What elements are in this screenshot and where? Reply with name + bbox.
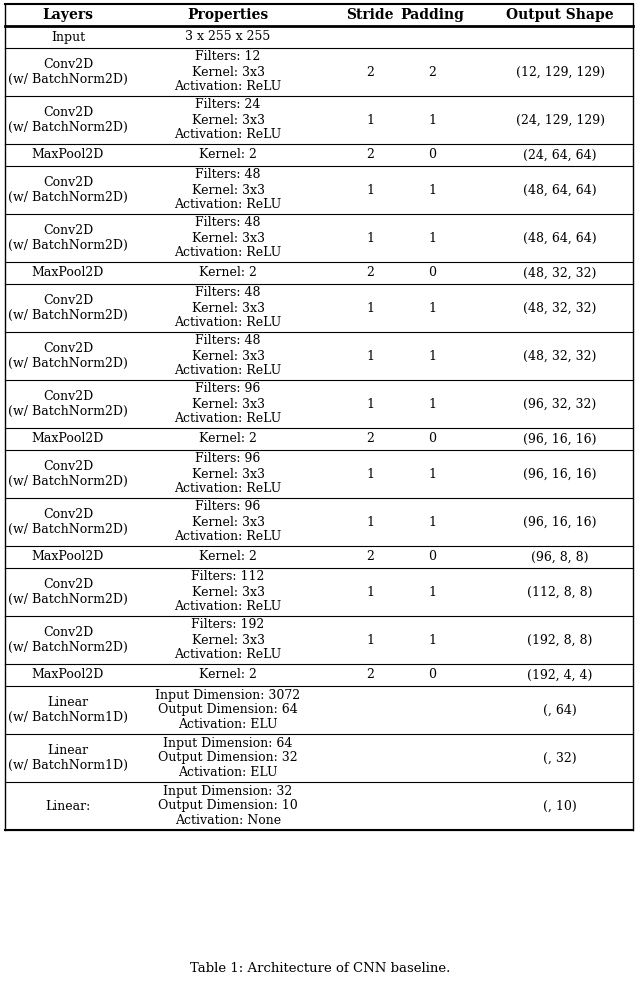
Text: (48, 32, 32): (48, 32, 32) bbox=[524, 302, 596, 314]
Text: 1: 1 bbox=[428, 184, 436, 196]
Text: (, 32): (, 32) bbox=[543, 752, 577, 764]
Text: Kernel: 2: Kernel: 2 bbox=[199, 148, 257, 161]
Text: Filters: 48
Kernel: 3x3
Activation: ReLU: Filters: 48 Kernel: 3x3 Activation: ReLU bbox=[174, 286, 282, 330]
Text: Output Shape: Output Shape bbox=[506, 8, 614, 22]
Text: (48, 32, 32): (48, 32, 32) bbox=[524, 266, 596, 279]
Text: (96, 8, 8): (96, 8, 8) bbox=[531, 550, 589, 564]
Text: (24, 129, 129): (24, 129, 129) bbox=[515, 113, 605, 126]
Text: 1: 1 bbox=[366, 302, 374, 314]
Text: Input Dimension: 3072
Output Dimension: 64
Activation: ELU: Input Dimension: 3072 Output Dimension: … bbox=[156, 688, 301, 732]
Text: Conv2D
(w/ BatchNorm2D): Conv2D (w/ BatchNorm2D) bbox=[8, 626, 128, 654]
Text: 1: 1 bbox=[428, 468, 436, 481]
Text: Filters: 192
Kernel: 3x3
Activation: ReLU: Filters: 192 Kernel: 3x3 Activation: ReL… bbox=[174, 618, 282, 662]
Text: 0: 0 bbox=[428, 432, 436, 446]
Text: (48, 64, 64): (48, 64, 64) bbox=[523, 232, 597, 244]
Text: Input Dimension: 32
Output Dimension: 10
Activation: None: Input Dimension: 32 Output Dimension: 10… bbox=[158, 784, 298, 828]
Text: MaxPool2D: MaxPool2D bbox=[32, 668, 104, 682]
Text: Linear:: Linear: bbox=[45, 800, 91, 812]
Text: 0: 0 bbox=[428, 668, 436, 682]
Text: Conv2D
(w/ BatchNorm2D): Conv2D (w/ BatchNorm2D) bbox=[8, 342, 128, 370]
Text: (24, 64, 64): (24, 64, 64) bbox=[524, 148, 596, 161]
Text: 1: 1 bbox=[428, 585, 436, 598]
Text: Filters: 96
Kernel: 3x3
Activation: ReLU: Filters: 96 Kernel: 3x3 Activation: ReLU bbox=[174, 500, 282, 544]
Text: (48, 64, 64): (48, 64, 64) bbox=[523, 184, 597, 196]
Text: Filters: 48
Kernel: 3x3
Activation: ReLU: Filters: 48 Kernel: 3x3 Activation: ReLU bbox=[174, 168, 282, 212]
Text: MaxPool2D: MaxPool2D bbox=[32, 432, 104, 446]
Text: 2: 2 bbox=[366, 550, 374, 564]
Text: 1: 1 bbox=[428, 302, 436, 314]
Text: 2: 2 bbox=[366, 266, 374, 279]
Text: 2: 2 bbox=[366, 668, 374, 682]
Text: Linear
(w/ BatchNorm1D): Linear (w/ BatchNorm1D) bbox=[8, 744, 128, 772]
Text: 1: 1 bbox=[428, 350, 436, 362]
Text: Filters: 48
Kernel: 3x3
Activation: ReLU: Filters: 48 Kernel: 3x3 Activation: ReLU bbox=[174, 334, 282, 377]
Text: 1: 1 bbox=[366, 585, 374, 598]
Text: Filters: 96
Kernel: 3x3
Activation: ReLU: Filters: 96 Kernel: 3x3 Activation: ReLU bbox=[174, 382, 282, 426]
Text: 1: 1 bbox=[428, 397, 436, 410]
Text: Table 1: Architecture of CNN baseline.: Table 1: Architecture of CNN baseline. bbox=[190, 962, 450, 974]
Text: Stride: Stride bbox=[346, 8, 394, 22]
Text: 1: 1 bbox=[428, 634, 436, 647]
Text: Properties: Properties bbox=[188, 8, 269, 22]
Text: (96, 16, 16): (96, 16, 16) bbox=[524, 432, 596, 446]
Text: 0: 0 bbox=[428, 148, 436, 161]
Text: 1: 1 bbox=[366, 468, 374, 481]
Text: 2: 2 bbox=[428, 66, 436, 79]
Text: (96, 16, 16): (96, 16, 16) bbox=[524, 468, 596, 481]
Text: 1: 1 bbox=[366, 350, 374, 362]
Text: Kernel: 2: Kernel: 2 bbox=[199, 550, 257, 564]
Text: 1: 1 bbox=[366, 516, 374, 528]
Text: Conv2D
(w/ BatchNorm2D): Conv2D (w/ BatchNorm2D) bbox=[8, 224, 128, 252]
Text: Kernel: 2: Kernel: 2 bbox=[199, 266, 257, 279]
Text: Filters: 96
Kernel: 3x3
Activation: ReLU: Filters: 96 Kernel: 3x3 Activation: ReLU bbox=[174, 452, 282, 495]
Text: (, 64): (, 64) bbox=[543, 704, 577, 716]
Text: Conv2D
(w/ BatchNorm2D): Conv2D (w/ BatchNorm2D) bbox=[8, 294, 128, 322]
Text: MaxPool2D: MaxPool2D bbox=[32, 148, 104, 161]
Text: Conv2D
(w/ BatchNorm2D): Conv2D (w/ BatchNorm2D) bbox=[8, 106, 128, 134]
Text: Conv2D
(w/ BatchNorm2D): Conv2D (w/ BatchNorm2D) bbox=[8, 460, 128, 488]
Text: 1: 1 bbox=[366, 184, 374, 196]
Text: MaxPool2D: MaxPool2D bbox=[32, 550, 104, 564]
Text: 1: 1 bbox=[428, 516, 436, 528]
Text: Linear
(w/ BatchNorm1D): Linear (w/ BatchNorm1D) bbox=[8, 696, 128, 724]
Text: (96, 32, 32): (96, 32, 32) bbox=[524, 397, 596, 410]
Text: MaxPool2D: MaxPool2D bbox=[32, 266, 104, 279]
Text: Layers: Layers bbox=[42, 8, 93, 22]
Text: 1: 1 bbox=[428, 113, 436, 126]
Text: Kernel: 2: Kernel: 2 bbox=[199, 668, 257, 682]
Text: Conv2D
(w/ BatchNorm2D): Conv2D (w/ BatchNorm2D) bbox=[8, 578, 128, 606]
Text: Input Dimension: 64
Output Dimension: 32
Activation: ELU: Input Dimension: 64 Output Dimension: 32… bbox=[158, 736, 298, 780]
Text: Filters: 24
Kernel: 3x3
Activation: ReLU: Filters: 24 Kernel: 3x3 Activation: ReLU bbox=[174, 99, 282, 141]
Text: Filters: 112
Kernel: 3x3
Activation: ReLU: Filters: 112 Kernel: 3x3 Activation: ReL… bbox=[174, 570, 282, 613]
Text: 0: 0 bbox=[428, 266, 436, 279]
Text: (112, 8, 8): (112, 8, 8) bbox=[527, 585, 593, 598]
Text: Input: Input bbox=[51, 30, 85, 43]
Text: Filters: 48
Kernel: 3x3
Activation: ReLU: Filters: 48 Kernel: 3x3 Activation: ReLU bbox=[174, 217, 282, 259]
Text: (96, 16, 16): (96, 16, 16) bbox=[524, 516, 596, 528]
Text: 2: 2 bbox=[366, 66, 374, 79]
Text: 1: 1 bbox=[428, 232, 436, 244]
Text: (192, 8, 8): (192, 8, 8) bbox=[527, 634, 593, 647]
Text: Padding: Padding bbox=[400, 8, 464, 22]
Text: 1: 1 bbox=[366, 397, 374, 410]
Text: 0: 0 bbox=[428, 550, 436, 564]
Text: 2: 2 bbox=[366, 432, 374, 446]
Text: 3 x 255 x 255: 3 x 255 x 255 bbox=[186, 30, 271, 43]
Text: Kernel: 2: Kernel: 2 bbox=[199, 432, 257, 446]
Text: (192, 4, 4): (192, 4, 4) bbox=[527, 668, 593, 682]
Text: Conv2D
(w/ BatchNorm2D): Conv2D (w/ BatchNorm2D) bbox=[8, 58, 128, 86]
Text: 1: 1 bbox=[366, 634, 374, 647]
Text: 1: 1 bbox=[366, 113, 374, 126]
Text: Conv2D
(w/ BatchNorm2D): Conv2D (w/ BatchNorm2D) bbox=[8, 508, 128, 536]
Text: (, 10): (, 10) bbox=[543, 800, 577, 812]
Text: (12, 129, 129): (12, 129, 129) bbox=[515, 66, 605, 79]
Text: 2: 2 bbox=[366, 148, 374, 161]
Text: (48, 32, 32): (48, 32, 32) bbox=[524, 350, 596, 362]
Text: Filters: 12
Kernel: 3x3
Activation: ReLU: Filters: 12 Kernel: 3x3 Activation: ReLU bbox=[174, 50, 282, 94]
Text: 1: 1 bbox=[366, 232, 374, 244]
Text: Conv2D
(w/ BatchNorm2D): Conv2D (w/ BatchNorm2D) bbox=[8, 390, 128, 418]
Text: Conv2D
(w/ BatchNorm2D): Conv2D (w/ BatchNorm2D) bbox=[8, 176, 128, 204]
